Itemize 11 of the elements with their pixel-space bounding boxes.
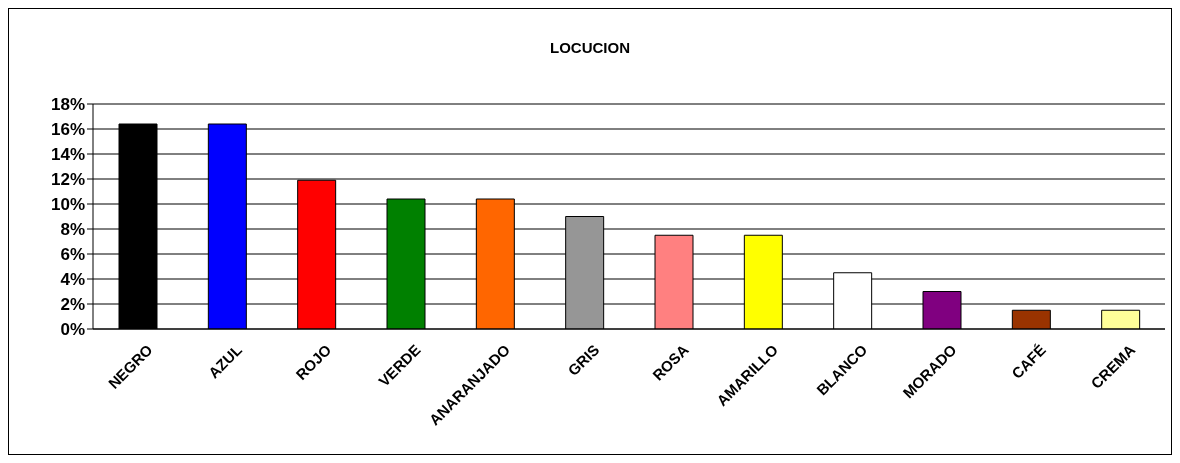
y-tick-label: 8% [60,220,85,240]
y-tick-label: 2% [60,295,85,315]
y-tick-label: 4% [60,270,85,290]
y-tick-label: 18% [50,95,85,115]
y-tick-label: 16% [50,120,85,140]
y-tick-label: 12% [50,170,85,190]
y-tick-label: 6% [60,245,85,265]
y-tick-label: 10% [50,195,85,215]
chart-title: LOCUCION [549,39,631,56]
y-tick-label: 0% [60,320,85,340]
y-tick-label: 14% [50,145,85,165]
